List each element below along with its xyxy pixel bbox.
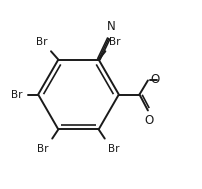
Text: Br: Br (108, 143, 120, 153)
Text: Br: Br (109, 37, 120, 47)
Text: O: O (144, 114, 154, 127)
Text: O: O (151, 73, 160, 86)
Text: Br: Br (36, 37, 47, 47)
Text: Br: Br (37, 143, 49, 153)
Text: Br: Br (11, 90, 22, 99)
Text: N: N (106, 20, 115, 33)
